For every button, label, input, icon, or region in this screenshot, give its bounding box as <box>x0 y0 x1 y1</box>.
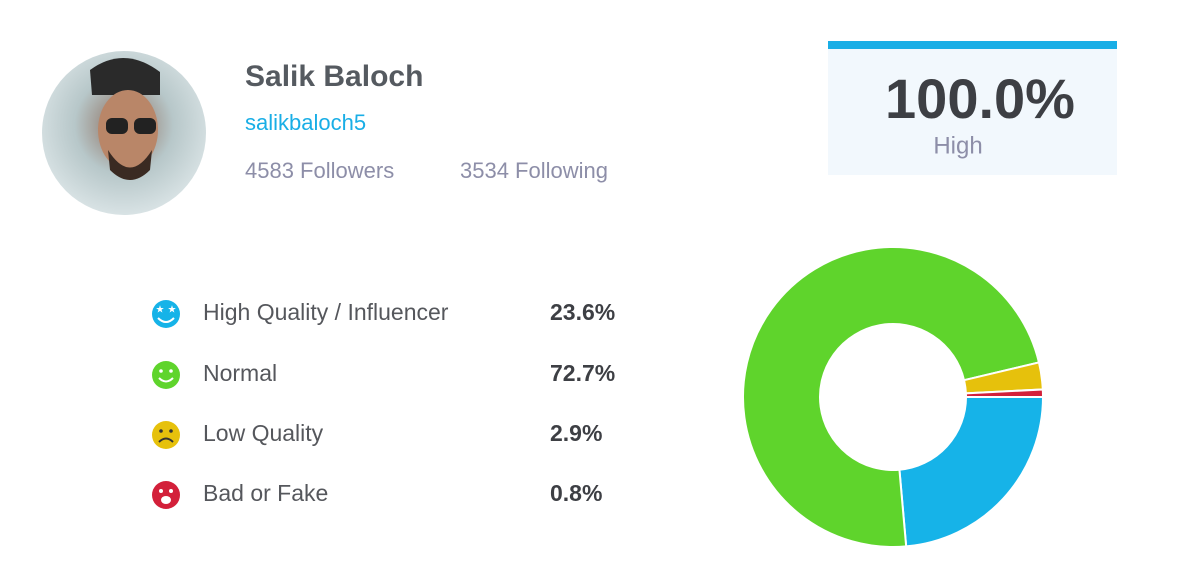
legend-label: Low Quality <box>203 420 324 446</box>
legend-label: Normal <box>203 360 277 386</box>
following: 3534 Following <box>460 158 608 183</box>
legend-label: Bad or Fake <box>203 480 328 506</box>
score-value: 100.0% <box>885 67 1075 130</box>
avatar[interactable] <box>42 51 206 215</box>
donut-slice <box>742 246 1041 548</box>
svg-text:★: ★ <box>156 305 165 316</box>
icon-frown <box>152 421 180 449</box>
legend-label: High Quality / Influencer <box>203 299 449 325</box>
value-label: 23.6% <box>550 299 615 325</box>
donut-slice <box>964 388 1045 398</box>
icon-cry <box>152 481 180 509</box>
score-bar <box>828 41 1117 49</box>
value-label: 2.9% <box>550 420 602 446</box>
score-box <box>828 41 1117 175</box>
username[interactable]: salikbaloch5 <box>245 110 366 135</box>
score-label: High <box>933 132 982 159</box>
donut-slice <box>898 396 1045 548</box>
icon-smile <box>152 361 180 389</box>
value-label: 72.7% <box>550 360 615 386</box>
svg-text:★: ★ <box>168 305 177 316</box>
profile-name: Salik Baloch <box>245 60 423 93</box>
value-label: 0.8% <box>550 480 602 506</box>
icon-star-eyes: ★ ★ <box>152 300 180 328</box>
followers: 4583 Followers <box>245 158 394 183</box>
